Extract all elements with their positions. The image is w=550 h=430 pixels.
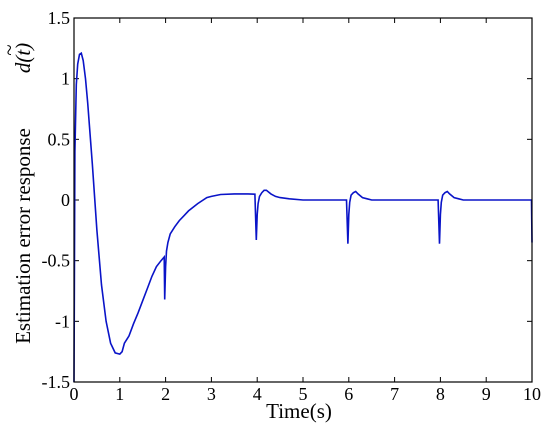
y-tick-label: -1.5 bbox=[42, 372, 71, 392]
x-tick-label: 2 bbox=[161, 384, 170, 404]
series-line bbox=[73, 51, 533, 383]
x-tick-label: 3 bbox=[207, 384, 216, 404]
y-tick-label: 1.5 bbox=[48, 8, 71, 28]
x-tick-label: 6 bbox=[344, 384, 353, 404]
x-tick-label: 4 bbox=[253, 384, 262, 404]
y-axis-label-group: Estimation error response d(t) ~ bbox=[0, 43, 35, 344]
x-tick-label: 10 bbox=[523, 384, 541, 404]
x-axis-label: Time(s) bbox=[266, 399, 332, 423]
x-tick-label: 1 bbox=[115, 384, 124, 404]
y-tick-label: 0 bbox=[61, 190, 70, 210]
y-tick-label: -1 bbox=[55, 311, 70, 331]
x-tick-label: 7 bbox=[390, 384, 399, 404]
y-axis-label-symbol: d(t) bbox=[11, 43, 35, 73]
x-axis-ticks: 0 1 2 3 4 5 6 7 8 9 10 bbox=[70, 18, 541, 404]
y-axis-label-tilde: ~ bbox=[0, 44, 21, 55]
x-tick-label: 5 bbox=[299, 384, 308, 404]
x-tick-label: 9 bbox=[482, 384, 491, 404]
y-tick-label: -0.5 bbox=[42, 251, 71, 271]
y-axis-label: Estimation error response bbox=[11, 128, 35, 344]
x-tick-label: 8 bbox=[436, 384, 445, 404]
plot-frame bbox=[73, 17, 533, 383]
y-tick-label: 1 bbox=[61, 69, 70, 89]
y-axis-ticks: 1.5 1 0.5 0 -0.5 -1 -1.5 bbox=[42, 8, 532, 392]
y-tick-label: 0.5 bbox=[48, 129, 71, 149]
x-tick-label: 0 bbox=[70, 384, 79, 404]
